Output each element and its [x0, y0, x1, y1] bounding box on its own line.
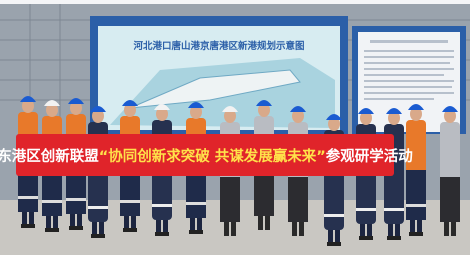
banner-part: “协同创新求突破 共谋发展赢未来” [99, 147, 326, 165]
person [324, 114, 344, 246]
banner-part: 东港区创新联盟 [0, 147, 99, 165]
person [440, 106, 460, 236]
board-title: 河北港口唐山港京唐港区新港规划示意图 [133, 40, 304, 52]
banner-text: 东港区创新联盟“协同创新求突破 共谋发展赢未来”参观研学活动 [0, 147, 413, 165]
banner-part: 参观研学活动 [326, 147, 413, 165]
photo: 河北港口唐山港京唐港区新港规划示意图 东港区创新联盟“协同创新求突破 共谋发展赢… [0, 0, 470, 255]
person [406, 104, 426, 236]
page: 河北港口唐山港京唐港区新港规划示意图 东港区创新联盟“协同创新求突破 共谋发展赢… [0, 0, 470, 255]
